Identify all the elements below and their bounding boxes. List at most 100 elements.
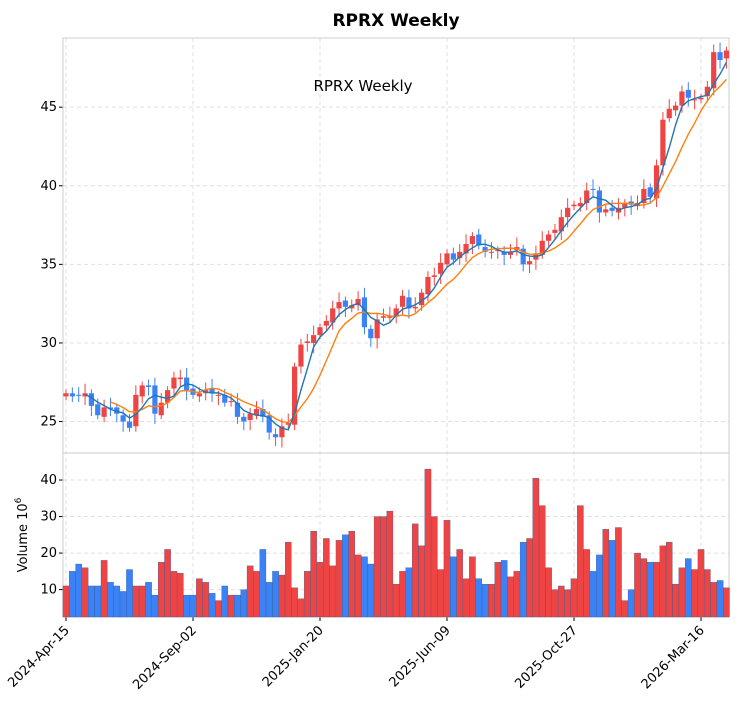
volume-bar [234, 594, 241, 618]
candle-body [641, 188, 647, 204]
volume-bar [329, 565, 336, 618]
volume-bar [399, 571, 406, 618]
candle-body [431, 275, 437, 277]
volume-bar [265, 582, 273, 618]
candle-body [507, 251, 514, 255]
volume-axis-label: Volume 106 [14, 497, 31, 572]
volume-bar [507, 576, 514, 618]
volume-bar [189, 594, 197, 618]
candle-body [666, 108, 672, 119]
volume-bar [151, 594, 159, 618]
volume-bar [488, 583, 495, 618]
volume-bar [494, 562, 502, 618]
volume-bar [539, 505, 546, 618]
volume-bar [418, 545, 425, 618]
candle-body [107, 407, 114, 409]
volume-bar [589, 571, 597, 618]
candle-body [323, 320, 329, 326]
candle-body [165, 390, 171, 403]
candle-body [279, 426, 285, 438]
chart-title: RPRX Weekly [332, 11, 460, 31]
candle-body [241, 416, 247, 422]
volume-bar [177, 573, 184, 618]
candle-body [76, 394, 82, 396]
volume-bar [253, 571, 260, 618]
volume-bar [710, 582, 717, 618]
candle-body [272, 434, 279, 438]
volume-bar [627, 589, 635, 618]
x-tick-label: 2025-Jun-09 [387, 623, 454, 690]
volume-bar [519, 541, 527, 618]
volume-bar [335, 540, 343, 618]
candle-body [685, 89, 691, 98]
candle-body [488, 251, 495, 253]
volume-bar [284, 541, 292, 618]
volume-tick-label: 10 [40, 583, 57, 598]
volume-bar [513, 571, 521, 618]
volume-bar [526, 538, 533, 618]
volume-bar [456, 549, 463, 618]
candle-body [596, 190, 602, 213]
volume-bar [81, 567, 89, 618]
price-panel-frame [62, 37, 730, 454]
volume-bar [88, 585, 95, 618]
volume-bar [697, 549, 705, 618]
candle-body [158, 402, 164, 416]
volume-bar [215, 600, 222, 618]
volume-bar [411, 523, 419, 618]
candle-body [482, 247, 488, 252]
volume-bar [373, 516, 381, 618]
volume-bar [475, 578, 482, 618]
volume-bar [342, 534, 349, 618]
candle-body [444, 253, 450, 265]
volume-bar [278, 574, 286, 618]
candle-body [425, 276, 431, 295]
candle-body [171, 377, 177, 389]
volume-bar [380, 516, 387, 618]
candle-body [126, 421, 133, 428]
candle-body [234, 402, 241, 417]
x-tick-label: 2025-Oct-27 [512, 623, 580, 691]
candle-body [526, 261, 533, 265]
volume-bar [634, 552, 641, 618]
volume-bar [310, 531, 317, 618]
x-tick-label: 2024-Apr-15 [5, 623, 72, 690]
volume-bar [119, 591, 127, 618]
volume-bar [208, 593, 216, 618]
candle-body [469, 236, 475, 244]
volume-bar [481, 583, 489, 618]
candle-body [380, 316, 387, 318]
candle-body [387, 316, 393, 318]
volume-bar [443, 520, 451, 618]
volume-bar [361, 556, 368, 618]
volume-bar [666, 541, 673, 618]
candle-body [603, 209, 609, 213]
candle-body [247, 413, 253, 420]
volume-bar [259, 549, 267, 618]
volume-bar [100, 560, 108, 618]
candle-body [292, 366, 298, 425]
price-tick-label: 35 [40, 257, 57, 272]
volume-bar [615, 527, 622, 618]
candle-body [476, 234, 482, 246]
volume-bar [107, 582, 114, 618]
candle-body [698, 97, 704, 100]
volume-bar [221, 585, 228, 618]
candle-body [660, 119, 666, 166]
volume-bar [678, 567, 686, 618]
volume-bar [564, 589, 571, 618]
candle-body [723, 50, 729, 59]
candle-body [393, 308, 399, 317]
price-tick-label: 40 [40, 179, 57, 194]
volume-bar [621, 600, 629, 618]
candle-body [501, 251, 507, 255]
ma-long-line [110, 78, 727, 424]
candle-body [145, 385, 152, 387]
volume-bar [424, 468, 432, 618]
volume-tick-label: 40 [40, 473, 57, 488]
volume-bar [691, 569, 698, 618]
volume-bar [164, 549, 171, 618]
volume-bar [653, 562, 660, 618]
volume-bar [723, 587, 730, 618]
